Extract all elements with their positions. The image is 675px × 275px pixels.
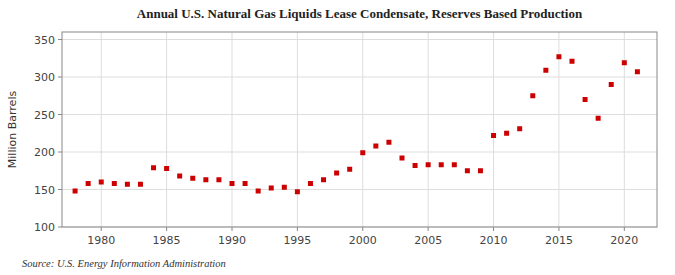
point: [347, 167, 352, 172]
y-tick: [58, 227, 62, 228]
axes: 100 150 200 250 300 350 1980 1985 1990 1995 2000 20…: [34, 34, 638, 248]
point: [543, 68, 548, 73]
point: [373, 144, 378, 149]
point: [203, 177, 208, 182]
point: [465, 168, 470, 173]
y-tick-label: 300: [34, 71, 55, 84]
x-tick-label: 2010: [480, 234, 508, 247]
point: [308, 181, 313, 186]
x-grid-line: [232, 32, 233, 227]
point: [151, 165, 156, 170]
point: [334, 171, 339, 176]
point: [112, 181, 117, 186]
source-note: Source: U.S. Energy Information Administ…: [22, 258, 226, 269]
point: [439, 162, 444, 167]
y-grid-line: [62, 189, 657, 190]
grid: [62, 32, 657, 227]
y-grid-line: [62, 77, 657, 78]
point: [243, 181, 248, 186]
point: [321, 177, 326, 182]
x-grid-line: [558, 32, 559, 227]
x-tick: [101, 227, 102, 231]
x-tick-label: 2005: [414, 234, 442, 247]
title: Annual U.S. Natural Gas Liquids Lease Co…: [137, 6, 583, 21]
point: [504, 131, 509, 136]
x-tick-label: 2015: [545, 234, 573, 247]
y-tick-label: 100: [34, 221, 55, 234]
point: [386, 140, 391, 145]
plot-frame: [62, 32, 657, 227]
x-tick: [428, 227, 429, 231]
x-tick: [232, 227, 233, 231]
point: [400, 156, 405, 161]
y-tick: [58, 39, 62, 40]
point: [256, 189, 261, 194]
chart-svg: Annual U.S. Natural Gas Liquids Lease Co…: [0, 0, 675, 275]
point: [556, 54, 561, 59]
point: [452, 162, 457, 167]
point: [282, 185, 287, 190]
point: [138, 182, 143, 187]
x-tick: [166, 227, 167, 231]
y-tick-label: 150: [34, 184, 55, 197]
chart-container: Annual U.S. Natural Gas Liquids Lease Co…: [0, 0, 675, 275]
y-tick: [58, 152, 62, 153]
x-tick: [558, 227, 559, 231]
x-grid-line: [428, 32, 429, 227]
y-tick: [58, 77, 62, 78]
point: [177, 174, 182, 179]
x-tick: [493, 227, 494, 231]
x-grid-line: [166, 32, 167, 227]
x-tick: [297, 227, 298, 231]
x-tick-label: 1980: [87, 234, 115, 247]
y-grid-line: [62, 39, 657, 40]
x-tick-label: 1995: [283, 234, 311, 247]
point: [295, 189, 300, 194]
x-tick-label: 1990: [218, 234, 246, 247]
point: [609, 82, 614, 87]
x-grid-line: [493, 32, 494, 227]
point: [622, 60, 627, 65]
x-tick-label: 2020: [610, 234, 638, 247]
x-grid-line: [362, 32, 363, 227]
point: [530, 93, 535, 98]
point: [190, 176, 195, 181]
point: [230, 181, 235, 186]
point: [360, 150, 365, 155]
y-grid-line: [62, 114, 657, 115]
x-tick: [624, 227, 625, 231]
y-grid-line: [62, 152, 657, 153]
x-grid-line: [297, 32, 298, 227]
y-tick-label: 350: [34, 34, 55, 47]
y-tick: [58, 189, 62, 190]
y-tick: [58, 114, 62, 115]
point: [491, 133, 496, 138]
point: [216, 177, 221, 182]
x-tick: [362, 227, 363, 231]
point: [570, 59, 575, 64]
point: [583, 97, 588, 102]
point: [73, 189, 78, 194]
x-tick-label: 1985: [153, 234, 181, 247]
point: [478, 168, 483, 173]
y-axis-label: Million Barrels: [6, 91, 19, 169]
point: [269, 186, 274, 191]
point: [99, 180, 104, 185]
point: [596, 116, 601, 121]
y-tick-label: 200: [34, 146, 55, 159]
point: [635, 69, 640, 74]
point: [164, 166, 169, 171]
point: [125, 182, 130, 187]
point: [413, 163, 418, 168]
x-grid-line: [101, 32, 102, 227]
point: [86, 181, 91, 186]
point: [517, 126, 522, 131]
x-tick-label: 2000: [349, 234, 377, 247]
y-tick-label: 250: [34, 109, 55, 122]
point: [426, 162, 431, 167]
points: [73, 54, 640, 194]
